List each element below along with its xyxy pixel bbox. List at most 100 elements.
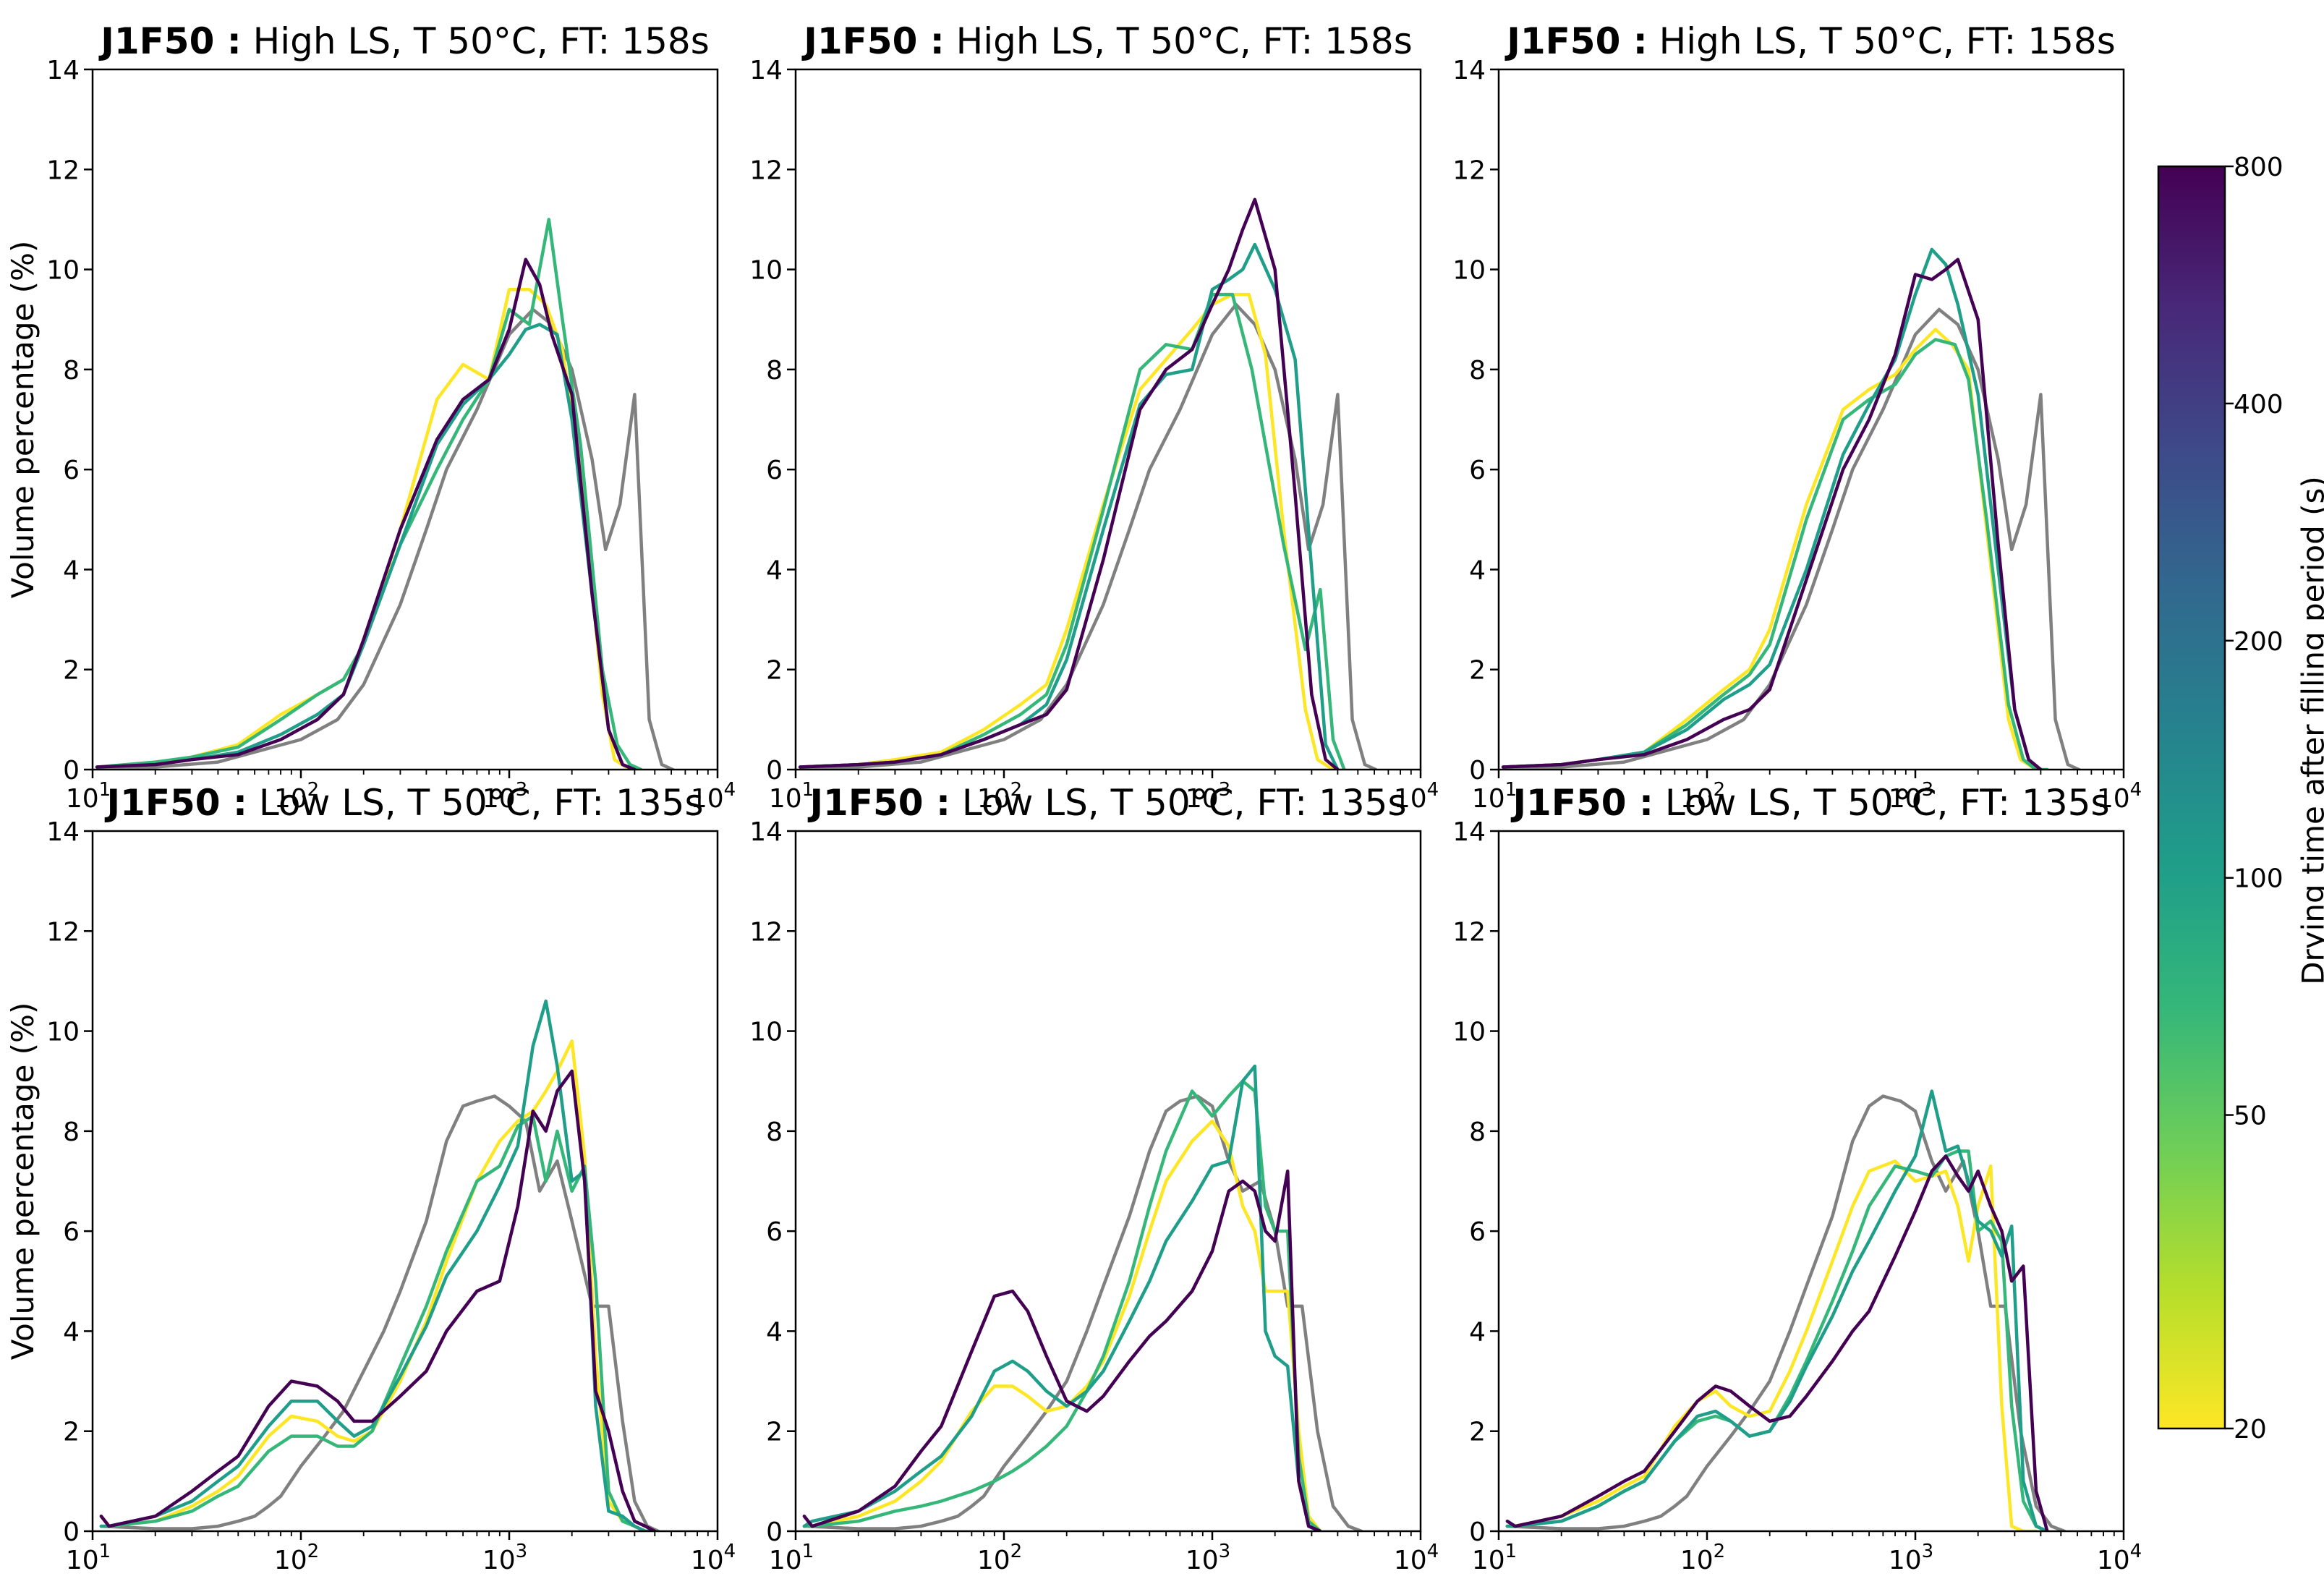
y-tick-label: 4	[63, 1317, 80, 1347]
subplot-5: J1F50 : Low LS, T 50°C, FT: 135s02468101…	[749, 782, 1439, 1575]
y-axis-label: Volume percentage (%)	[5, 241, 41, 599]
series-line-reference	[99, 1094, 660, 1531]
x-tick-label: 104	[1394, 779, 1439, 814]
x-tick-label: 101	[66, 1541, 111, 1575]
y-tick-label: 2	[766, 656, 783, 686]
x-tick-label: 101	[769, 1541, 814, 1575]
y-tick-label: 8	[766, 356, 783, 386]
subplot-title: J1F50 : High LS, T 50°C, FT: 158s	[1504, 20, 2116, 62]
colorbar-label: Drying time after filling period (s)	[2295, 476, 2324, 985]
series-line-50-s	[99, 1114, 657, 1531]
y-tick-label: 10	[46, 1018, 80, 1047]
y-tick-label: 4	[1469, 555, 1486, 585]
y-tick-label: 8	[63, 1117, 80, 1147]
y-tick-label: 0	[766, 756, 783, 785]
subplot-4: J1F50 : Low LS, T 50°C, FT: 135s02468101…	[5, 782, 736, 1575]
x-tick-label: 103	[482, 1541, 527, 1575]
y-tick-label: 2	[1469, 656, 1486, 686]
y-tick-label: 14	[46, 56, 80, 85]
x-tick-label: 104	[691, 779, 736, 814]
y-tick-label: 12	[46, 156, 80, 185]
series-line-20-s	[99, 1039, 657, 1531]
x-tick-label: 102	[1680, 1541, 1725, 1575]
colorbar-gradient	[2157, 165, 2226, 1430]
axes-frame	[794, 68, 1422, 771]
y-axis-label: Volume percentage (%)	[5, 1002, 41, 1361]
colorbar-tick-label: 100	[2234, 864, 2283, 894]
y-tick-label: 4	[1469, 1317, 1486, 1347]
series-line-reference	[798, 302, 1378, 770]
y-tick-label: 6	[1469, 1217, 1486, 1247]
y-tick-label: 12	[749, 156, 783, 185]
y-tick-label: 0	[1469, 756, 1486, 785]
series-line-20-s	[1505, 1159, 2038, 1531]
x-tick-label: 101	[1472, 1541, 1517, 1575]
y-tick-label: 10	[749, 1018, 783, 1047]
y-tick-label: 14	[1452, 817, 1486, 847]
y-tick-label: 2	[63, 1418, 80, 1447]
y-tick-label: 0	[1469, 1517, 1486, 1547]
x-tick-label: 103	[482, 779, 527, 814]
series-line-reference	[1505, 1094, 2067, 1531]
series-line-800-s	[1501, 257, 2043, 770]
y-tick-label: 6	[766, 1217, 783, 1247]
y-tick-label: 6	[63, 456, 80, 485]
x-tick-label: 103	[1889, 1541, 1933, 1575]
series-line-800-s	[95, 257, 637, 770]
y-tick-label: 10	[1452, 1018, 1486, 1047]
series-group	[95, 218, 675, 770]
subplot-3: J1F50 : High LS, T 50°C, FT: 158s 0 2 4 6 8 10…	[1452, 20, 2142, 814]
series-line-reference	[802, 1094, 1363, 1531]
series-line-100-s	[1505, 1089, 2049, 1531]
x-tick-label: 104	[1394, 1541, 1439, 1575]
series-group	[1505, 1089, 2067, 1531]
series-line-20-s	[802, 1119, 1322, 1531]
series-line-100-s	[802, 1064, 1322, 1531]
y-tick-label: 8	[1469, 1117, 1486, 1147]
x-tick-label: 101	[1472, 779, 1517, 814]
series-line-100-s	[1501, 247, 2043, 770]
series-line-100-s	[95, 323, 637, 770]
y-tick-label: 6	[1469, 456, 1486, 485]
subplot-1: J1F50 : High LS, T 50°C, FT: 158s 0 2 4 6 8 10…	[5, 20, 736, 814]
series-line-50-s	[802, 1079, 1322, 1531]
y-tick-label: 12	[1452, 156, 1486, 185]
y-tick-label: 2	[766, 1418, 783, 1447]
subplot-title: J1F50 : Low LS, T 50°C, FT: 135s	[104, 782, 703, 824]
series-line-20-s	[95, 287, 632, 770]
y-tick-label: 2	[1469, 1418, 1486, 1447]
y-tick-label: 4	[63, 555, 80, 585]
colorbar-tick-label: 200	[2234, 627, 2283, 657]
subplot-grid: J1F50 : High LS, T 50°C, FT: 158s 0 2 4 6 8 10…	[5, 20, 2142, 1575]
axes-frame	[1497, 68, 2125, 771]
x-tick-label: 104	[2097, 1541, 2142, 1575]
x-tick-label: 102	[977, 1541, 1022, 1575]
y-tick-label: 6	[766, 456, 783, 485]
series-line-50-s	[798, 292, 1346, 770]
y-tick-label: 12	[46, 917, 80, 947]
colorbar-tick-label: 50	[2234, 1102, 2267, 1131]
axes-frame	[1497, 830, 2125, 1533]
series-group	[798, 197, 1378, 770]
y-tick-label: 10	[749, 256, 783, 286]
x-tick-label: 104	[2097, 779, 2142, 814]
series-line-800-s	[1505, 1154, 2049, 1531]
x-tick-label: 103	[1186, 1541, 1230, 1575]
y-tick-label: 4	[766, 555, 783, 585]
y-tick-label: 12	[1452, 917, 1486, 947]
series-line-20-s	[798, 292, 1335, 770]
y-tick-label: 8	[1469, 356, 1486, 386]
subplot-title: J1F50 : High LS, T 50°C, FT: 158s	[801, 20, 1413, 62]
x-tick-label: 104	[691, 1541, 736, 1575]
colorbar-tick-label: 20	[2234, 1415, 2267, 1444]
series-line-50-s	[95, 218, 643, 770]
y-tick-label: 4	[766, 1317, 783, 1347]
series-group	[1501, 247, 2081, 770]
subplot-6: J1F50 : Low LS, T 50°C, FT: 135s02468101…	[1452, 782, 2142, 1575]
y-tick-label: 10	[1452, 256, 1486, 286]
series-line-800-s	[798, 197, 1340, 770]
axes-frame	[91, 830, 719, 1533]
x-tick-label: 102	[977, 779, 1022, 814]
subplot-title: J1F50 : High LS, T 50°C, FT: 158s	[98, 20, 710, 62]
x-tick-label: 102	[274, 779, 319, 814]
